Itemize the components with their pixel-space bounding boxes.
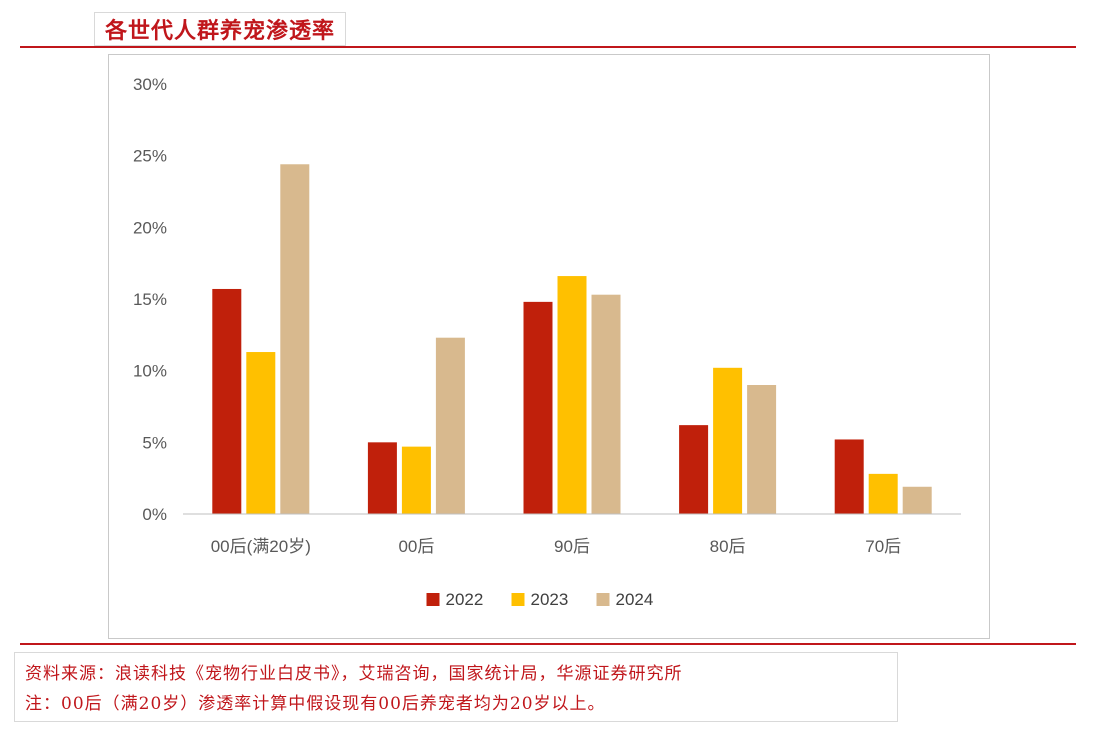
- bar-2022: [679, 425, 709, 514]
- legend-swatch-2023: [511, 593, 525, 606]
- top-divider: [20, 46, 1076, 48]
- bar-2023: [401, 446, 431, 514]
- y-tick-label: 5%: [142, 433, 167, 452]
- chart-title: 各世代人群养宠渗透率: [105, 18, 336, 44]
- bar-2022: [367, 442, 397, 514]
- bar-2023: [557, 276, 587, 514]
- legend-swatch-2022: [426, 593, 440, 606]
- y-tick-label: 25%: [133, 147, 167, 166]
- source-note: 资料来源：浪读科技《宠物行业白皮书》，艾瑞咨询，国家统计局，华源证券研究所: [25, 664, 683, 684]
- y-tick-label: 10%: [133, 362, 167, 381]
- bar-2022: [212, 288, 242, 514]
- bar-2024: [747, 385, 777, 514]
- bar-2024: [435, 337, 465, 514]
- legend-label-2024: 2024: [616, 590, 654, 609]
- chart-frame: 0% 5% 10% 15% 20% 25% 30% 00后(满20岁) 00后 90后 80后 70后…: [108, 54, 990, 639]
- x-tick-label: 00后: [398, 537, 434, 556]
- bar-2022: [523, 301, 553, 514]
- footer-box: 资料来源：浪读科技《宠物行业白皮书》，艾瑞咨询，国家统计局，华源证券研究所 注：…: [14, 652, 898, 722]
- legend-label-2022: 2022: [446, 590, 484, 609]
- footnote: 注：00后（满20岁）渗透率计算中假设现有00后养宠者均为20岁以上。: [25, 694, 606, 714]
- bar-2024: [902, 486, 932, 514]
- bar-2023: [868, 473, 898, 514]
- bottom-divider: [20, 643, 1076, 645]
- bar-2023: [713, 367, 743, 514]
- x-tick-label: 80后: [710, 537, 746, 556]
- x-tick-label: 00后(满20岁): [211, 537, 311, 556]
- legend-swatch-2024: [596, 593, 610, 606]
- x-tick-label: 70后: [865, 537, 901, 556]
- y-tick-label: 0%: [142, 505, 167, 524]
- y-tick-label: 30%: [133, 75, 167, 94]
- y-tick-label: 20%: [133, 218, 167, 237]
- bar-2022: [834, 439, 864, 514]
- bar-2023: [246, 352, 276, 514]
- bar-2024: [591, 294, 621, 514]
- chart-title-box: 各世代人群养宠渗透率: [94, 12, 347, 46]
- x-tick-label: 90后: [554, 537, 590, 556]
- bar-2024: [280, 164, 310, 514]
- bar-chart: 0% 5% 10% 15% 20% 25% 30% 00后(满20岁) 00后 90后 80后 70后…: [133, 75, 961, 609]
- y-tick-label: 15%: [133, 290, 167, 309]
- legend-label-2023: 2023: [531, 590, 569, 609]
